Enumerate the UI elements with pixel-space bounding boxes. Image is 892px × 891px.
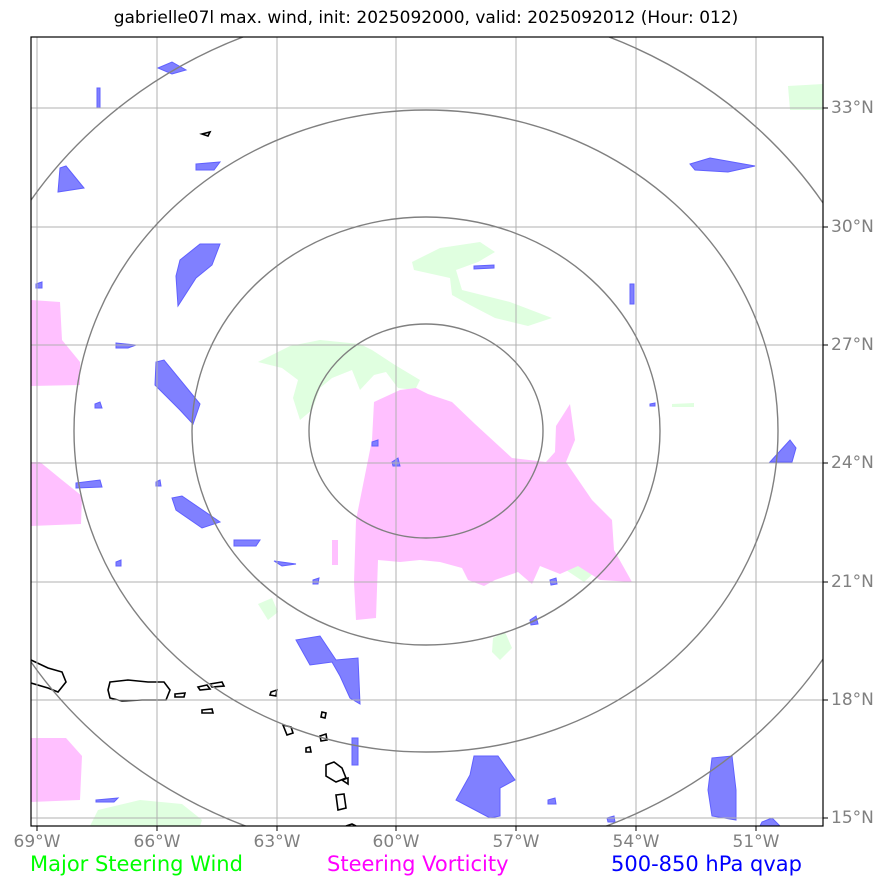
range-rings [31, 37, 823, 826]
range-ring-2 [191, 216, 661, 646]
steering-wind-area [90, 84, 823, 826]
lon-label-69w: 69°W [13, 832, 61, 852]
plot-frame [30, 36, 824, 827]
lat-label-30n: 30°N [831, 217, 874, 237]
lat-label-15n: 15°N [831, 808, 874, 828]
lon-label-63w: 63°W [253, 832, 301, 852]
range-ring-3 [73, 109, 779, 753]
qvap-area [35, 61, 797, 826]
map-title: gabrielle07l max. wind, init: 2025092000… [113, 8, 739, 28]
lat-label-24n: 24°N [831, 453, 874, 473]
range-ring-1 [308, 323, 544, 539]
lon-label-66w: 66°W [133, 832, 181, 852]
legend-steering-wind: Major Steering Wind [30, 852, 243, 876]
legend-qvap: 500-850 hPa qvap [611, 852, 802, 876]
coastline [31, 130, 357, 826]
lon-label-54w: 54°W [612, 832, 660, 852]
lon-label-60w: 60°W [372, 832, 420, 852]
lat-label-33n: 33°N [831, 98, 874, 118]
lon-label-51w: 51°W [732, 832, 780, 852]
lat-label-27n: 27°N [831, 335, 874, 355]
lat-label-18n: 18°N [831, 690, 874, 710]
tick-marks [36, 107, 828, 831]
graticule [31, 37, 823, 826]
legend-steering-vorticity: Steering Vorticity [327, 852, 509, 876]
lat-label-21n: 21°N [831, 572, 874, 592]
steering-vorticity-area [31, 300, 632, 802]
lon-label-57w: 57°W [492, 832, 540, 852]
